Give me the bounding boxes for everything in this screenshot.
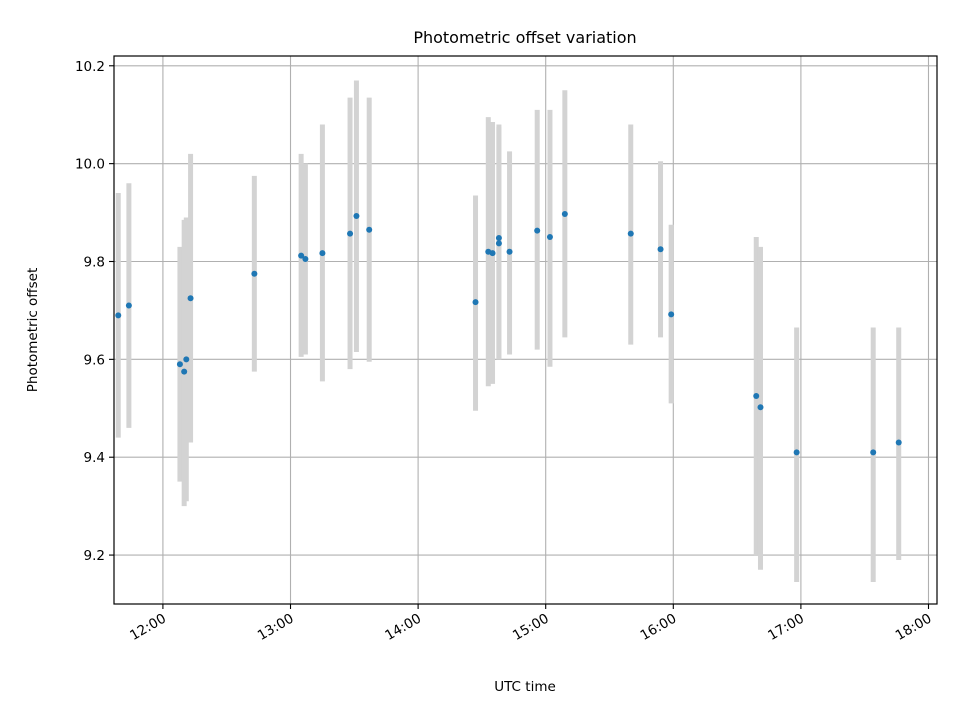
plot-frame — [113, 55, 938, 605]
y-tick-label: 9.8 — [84, 255, 105, 271]
data-point — [319, 250, 326, 257]
chart-title: Photometric offset variation — [413, 28, 636, 47]
data-point — [895, 439, 902, 446]
data-point — [506, 248, 513, 255]
data-point — [251, 270, 258, 277]
data-point — [495, 240, 502, 247]
data-point — [115, 312, 122, 319]
data-point — [302, 256, 309, 263]
data-point — [870, 449, 877, 456]
y-tick-label: 10.0 — [75, 157, 105, 173]
data-point — [668, 311, 675, 318]
data-point — [187, 295, 194, 302]
data-point — [472, 299, 479, 306]
data-point — [657, 246, 664, 253]
data-point — [347, 230, 354, 237]
data-point — [181, 368, 188, 375]
y-tick-label: 9.6 — [84, 352, 105, 368]
data-points — [115, 211, 902, 456]
data-point — [176, 361, 183, 368]
data-point — [546, 234, 553, 241]
data-point — [489, 250, 496, 257]
data-point — [298, 252, 305, 259]
y-tick-label: 9.4 — [84, 450, 105, 466]
data-point — [183, 356, 190, 363]
data-point — [125, 302, 132, 309]
data-point — [627, 230, 634, 237]
data-point — [366, 226, 373, 233]
y-axis-label: Photometric offset — [25, 268, 41, 392]
data-point — [753, 393, 760, 400]
y-tick-label: 9.2 — [84, 548, 105, 564]
data-point — [495, 235, 502, 242]
y-tick-label: 10.2 — [75, 59, 105, 75]
data-point — [353, 212, 360, 219]
data-point — [793, 449, 800, 456]
data-point — [561, 211, 568, 218]
data-point — [757, 404, 764, 411]
y-axis-ticks: 9.2 9.4 9.6 9.8 10.0 10.2 — [75, 59, 114, 564]
data-point — [534, 227, 541, 234]
x-axis-label: UTC time — [494, 679, 556, 695]
